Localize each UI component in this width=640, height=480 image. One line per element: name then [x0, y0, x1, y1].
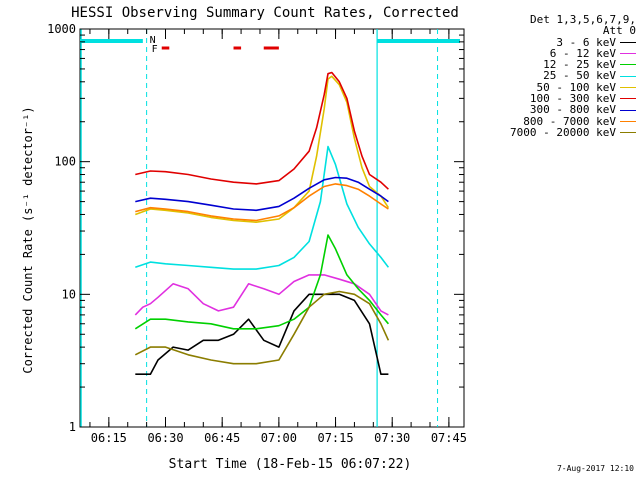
legend-label: 6 - 12 keV: [549, 46, 616, 60]
x-tick-label: 07:15: [317, 431, 353, 445]
legend-entry: 300 - 800 keV: [482, 103, 636, 117]
legend-header-line-2: Att 0: [602, 24, 636, 38]
y-tick-label: 1: [69, 420, 76, 434]
x-tick-label: 07:45: [431, 431, 467, 445]
plot-frame: [79, 28, 465, 428]
x-axis-label: Start Time (18-Feb-15 06:07:22): [169, 457, 412, 472]
x-tick-label: 06:30: [147, 431, 183, 445]
legend-entry: 25 - 50 keV: [482, 69, 636, 83]
series-line-7000-20000-kev: [134, 290, 390, 365]
legend-swatch: [620, 86, 636, 88]
series-line-300-800-kev: [135, 176, 389, 212]
x-tick-label: 06:15: [91, 431, 127, 445]
legend-entry: 3 - 6 keV: [482, 35, 636, 49]
legend-entry: 12 - 25 keV: [482, 59, 636, 70]
y-tick-label: 10: [62, 287, 76, 301]
x-tick-label: 06:45: [204, 431, 240, 445]
legend-swatch: [620, 53, 636, 55]
chart-title: HESSI Observing Summary Count Rates, Cor…: [71, 5, 459, 21]
legend-label: 100 - 300 keV: [529, 92, 616, 106]
legend-header-line-1: Det 1,3,5,6,7,9,: [530, 13, 636, 26]
legend-label: 25 - 50 keV: [543, 69, 616, 83]
legend-entry: 6 - 12 keV: [482, 48, 636, 59]
x-tick-label: 07:30: [374, 431, 410, 445]
legend-entry: 50 - 100 keV: [482, 80, 636, 94]
series-line-100-300-kev: [135, 71, 389, 190]
series-line-50-100-kev: [135, 75, 390, 223]
y-axis-label: Corrected Count Rate (s⁻¹ detector⁻¹): [21, 106, 35, 373]
legend-swatch: [620, 41, 636, 43]
legend-swatch: [620, 64, 636, 66]
night-flag-label: N: [150, 35, 156, 46]
datestamp: 7-Aug-2017 12:10: [556, 464, 634, 473]
legend-entry: 100 - 300 keV: [482, 93, 636, 104]
series-line-6-12-kev: [134, 274, 389, 316]
legend-label: 7000 - 20000 keV: [510, 125, 616, 139]
y-tick-label: 1000: [47, 22, 76, 36]
legend-label: 800 - 7000 keV: [523, 114, 616, 128]
y-tick-label: 100: [54, 155, 76, 169]
flare-flag-label: F: [152, 44, 158, 55]
legend-label: 300 - 800 keV: [529, 103, 616, 117]
legend-swatch: [620, 75, 636, 77]
legend: Det 1,3,5,6,7,9, Att 0 3 - 6 keV 6 - 12 k…: [482, 14, 636, 138]
legend-swatch: [620, 109, 636, 111]
legend-label: 12 - 25 keV: [543, 58, 616, 72]
series-line-3-6-kev: [135, 293, 389, 376]
series-line-800-7000-kev: [135, 183, 389, 222]
x-tick-label: 07:00: [261, 431, 297, 445]
legend-swatch: [620, 120, 636, 122]
legend-label: 3 - 6 keV: [556, 35, 616, 49]
legend-label: 50 - 100 keV: [536, 80, 616, 94]
legend-entry: 800 - 7000 keV: [482, 114, 636, 128]
legend-swatch: [620, 132, 636, 134]
series-line-25-50-kev: [135, 145, 390, 270]
legend-swatch: [620, 98, 636, 100]
series-line-12-25-kev: [134, 234, 390, 330]
legend-entry: 7000 - 20000 keV: [482, 127, 636, 138]
